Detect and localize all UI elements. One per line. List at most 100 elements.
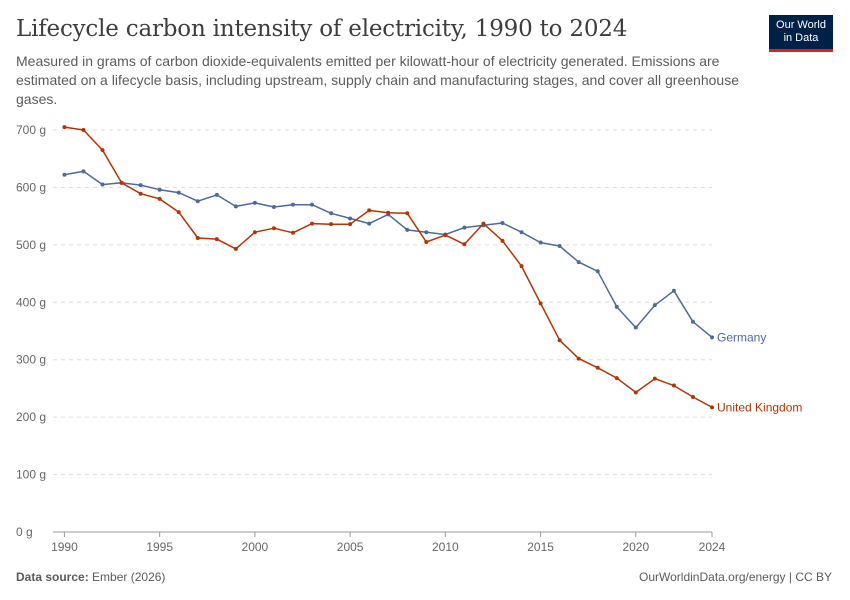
data-point-united-kingdom[interactable] [557, 338, 562, 343]
data-point-germany[interactable] [710, 335, 714, 340]
data-point-germany[interactable] [214, 192, 219, 197]
data-point-germany[interactable] [81, 169, 86, 174]
data-point-united-kingdom[interactable] [310, 221, 315, 226]
data-point-germany[interactable] [100, 182, 105, 187]
data-point-united-kingdom[interactable] [652, 376, 657, 381]
data-source-label: Data source: [16, 570, 89, 584]
data-point-germany[interactable] [500, 221, 505, 226]
chart-subtitle: Measured in grams of carbon dioxide-equi… [16, 53, 739, 107]
data-point-united-kingdom[interactable] [633, 390, 638, 395]
series-line-germany[interactable] [64, 170, 713, 338]
data-point-united-kingdom[interactable] [519, 264, 524, 269]
data-point-united-kingdom[interactable] [462, 242, 467, 247]
series-label-germany[interactable]: Germany [717, 330, 766, 344]
y-tick-label: 300 g [16, 353, 46, 367]
series-layer [62, 125, 714, 410]
data-point-united-kingdom[interactable] [443, 233, 448, 238]
chart-title: Lifecycle carbon intensity of electricit… [16, 16, 628, 42]
data-point-united-kingdom[interactable] [329, 222, 334, 227]
data-point-united-kingdom[interactable] [595, 365, 600, 370]
data-point-united-kingdom[interactable] [538, 301, 543, 306]
series-label-united-kingdom[interactable]: United Kingdom [717, 400, 802, 414]
data-point-germany[interactable] [462, 225, 467, 230]
data-point-united-kingdom[interactable] [252, 230, 257, 235]
data-point-germany[interactable] [329, 211, 334, 216]
data-point-germany[interactable] [252, 200, 257, 205]
data-point-germany[interactable] [367, 221, 372, 226]
data-point-united-kingdom[interactable] [62, 125, 67, 130]
data-point-germany[interactable] [62, 172, 67, 177]
data-point-germany[interactable] [690, 319, 695, 324]
x-tick-label: 2005 [337, 540, 364, 554]
data-point-united-kingdom[interactable] [671, 383, 676, 388]
data-point-united-kingdom[interactable] [100, 148, 105, 153]
data-point-united-kingdom[interactable] [367, 208, 372, 213]
y-tick-label: 700 g [16, 123, 46, 137]
data-point-germany[interactable] [557, 244, 562, 249]
x-tick-label: 2024 [699, 540, 726, 554]
data-point-germany[interactable] [671, 288, 676, 293]
y-tick-label: 500 g [16, 238, 46, 252]
data-point-united-kingdom[interactable] [81, 128, 86, 132]
data-point-united-kingdom[interactable] [271, 226, 276, 231]
data-point-united-kingdom[interactable] [424, 239, 429, 244]
y-tick-label: 100 g [16, 468, 46, 482]
axis-layer: 0 g 100 g 200 g 300 g 400 g 500 g 600 g 700 g 19… [16, 123, 726, 554]
data-point-germany[interactable] [348, 216, 353, 221]
data-source: Data source: Ember (2026) [16, 570, 165, 584]
data-point-united-kingdom[interactable] [119, 180, 124, 185]
data-point-germany[interactable] [176, 190, 181, 195]
label-layer: Germany United Kingdom [717, 330, 802, 414]
x-tick-label: 2020 [622, 540, 649, 554]
x-tick-label: 2000 [242, 540, 269, 554]
data-point-united-kingdom[interactable] [481, 221, 486, 226]
data-point-germany[interactable] [519, 230, 524, 235]
data-point-united-kingdom[interactable] [195, 235, 200, 240]
data-point-germany[interactable] [290, 202, 295, 207]
data-point-united-kingdom[interactable] [176, 210, 181, 215]
data-point-united-kingdom[interactable] [386, 210, 391, 215]
data-point-germany[interactable] [405, 227, 410, 232]
data-point-united-kingdom[interactable] [500, 238, 505, 243]
data-point-united-kingdom[interactable] [348, 222, 353, 227]
y-tick-label: 0 g [16, 525, 33, 539]
data-source-value: Ember (2026) [92, 570, 166, 584]
data-point-germany[interactable] [195, 199, 200, 204]
data-point-united-kingdom[interactable] [614, 376, 619, 381]
grid-layer [53, 129, 712, 476]
data-point-united-kingdom[interactable] [710, 405, 714, 410]
data-point-united-kingdom[interactable] [405, 211, 410, 216]
data-point-germany[interactable] [614, 304, 619, 309]
y-tick-label: 200 g [16, 410, 46, 424]
data-point-united-kingdom[interactable] [214, 237, 219, 242]
data-point-united-kingdom[interactable] [690, 395, 695, 400]
owid-logo[interactable]: Our World in Data [769, 15, 833, 52]
y-tick-label: 400 g [16, 295, 46, 309]
data-point-germany[interactable] [538, 240, 543, 245]
x-tick-label: 1990 [51, 540, 78, 554]
x-tick-label: 1995 [146, 540, 173, 554]
credit-link[interactable]: OurWorldinData.org/energy | CC BY [639, 570, 832, 584]
data-point-united-kingdom[interactable] [233, 246, 238, 251]
data-point-united-kingdom[interactable] [138, 191, 143, 196]
logo-line-2: in Data [783, 32, 819, 44]
data-point-germany[interactable] [576, 260, 581, 265]
x-tick-label: 2010 [432, 540, 459, 554]
data-point-united-kingdom[interactable] [576, 356, 581, 361]
series-line-united-kingdom[interactable] [64, 126, 713, 409]
data-point-germany[interactable] [233, 204, 238, 209]
x-tick-label: 2015 [527, 540, 554, 554]
y-tick-label: 600 g [16, 180, 46, 194]
data-point-germany[interactable] [157, 187, 162, 192]
data-point-united-kingdom[interactable] [157, 196, 162, 201]
data-point-germany[interactable] [424, 230, 429, 235]
data-point-germany[interactable] [271, 204, 276, 209]
data-point-germany[interactable] [595, 269, 600, 274]
data-point-germany[interactable] [652, 303, 657, 308]
data-point-united-kingdom[interactable] [290, 230, 295, 235]
data-point-germany[interactable] [310, 202, 315, 207]
data-point-germany[interactable] [138, 183, 143, 188]
data-point-germany[interactable] [633, 325, 638, 330]
logo-line-1: Our World [776, 19, 826, 31]
